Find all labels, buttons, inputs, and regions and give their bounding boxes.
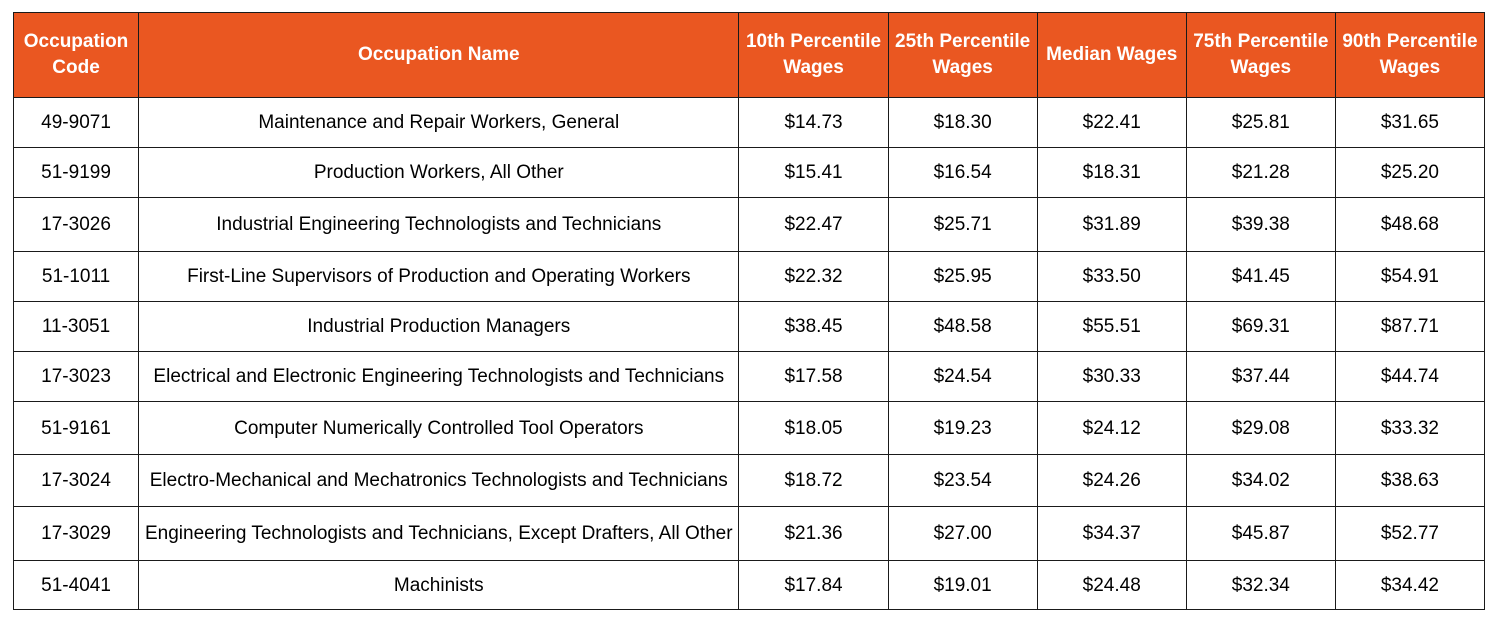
- p25-wage-cell: $19.23: [887, 401, 1038, 455]
- p10-wage-cell: $21.36: [738, 506, 889, 561]
- header-75th-percentile: 75th Percentile Wages: [1185, 12, 1336, 98]
- p90-wage-cell: $38.63: [1334, 454, 1486, 507]
- p10-wage-cell: $17.58: [738, 351, 889, 402]
- p25-wage-cell: $25.71: [887, 197, 1038, 252]
- occupation-name-cell: Electrical and Electronic Engineering Te…: [138, 351, 740, 402]
- p25-wage-cell: $25.95: [887, 251, 1038, 302]
- table-row: 51-1011 First-Line Supervisors of Product…: [12, 251, 1486, 302]
- occupation-code-cell: 51-4041: [12, 560, 140, 610]
- occupation-code-cell: 17-3024: [12, 454, 140, 507]
- p10-wage-cell: $22.47: [738, 197, 889, 252]
- table-row: 17-3023 Electrical and Electronic Enginee…: [12, 351, 1486, 402]
- median-wage-cell: $30.33: [1036, 351, 1187, 402]
- p75-wage-cell: $29.08: [1185, 401, 1336, 455]
- p25-wage-cell: $19.01: [887, 560, 1038, 610]
- p10-wage-cell: $18.72: [738, 454, 889, 507]
- median-wage-cell: $34.37: [1036, 506, 1187, 561]
- table-row: 51-4041 Machinists $17.84 $19.01 $24.48 $32.3…: [12, 560, 1486, 610]
- table-row: 17-3026 Industrial Engineering Technologi…: [12, 197, 1486, 252]
- occupation-name-cell: Machinists: [138, 560, 740, 610]
- p75-wage-cell: $37.44: [1185, 351, 1336, 402]
- median-wage-cell: $33.50: [1036, 251, 1187, 302]
- median-wage-cell: $24.48: [1036, 560, 1187, 610]
- p75-wage-cell: $45.87: [1185, 506, 1336, 561]
- header-25th-percentile: 25th Percentile Wages: [887, 12, 1038, 98]
- p75-wage-cell: $41.45: [1185, 251, 1336, 302]
- occupation-code-cell: 17-3029: [12, 506, 140, 561]
- occupation-code-cell: 49-9071: [12, 97, 140, 148]
- table-body: 49-9071 Maintenance and Repair Workers, G…: [12, 97, 1486, 610]
- p10-wage-cell: $18.05: [738, 401, 889, 455]
- occupation-name-cell: Industrial Production Managers: [138, 301, 740, 352]
- p90-wage-cell: $34.42: [1334, 560, 1486, 610]
- occupation-code-cell: 17-3023: [12, 351, 140, 402]
- occupation-name-cell: First-Line Supervisors of Production and…: [138, 251, 740, 302]
- occupation-code-cell: 51-9161: [12, 401, 140, 455]
- occupation-name-cell: Production Workers, All Other: [138, 147, 740, 198]
- header-10th-percentile: 10th Percentile Wages: [738, 12, 889, 98]
- p90-wage-cell: $33.32: [1334, 401, 1486, 455]
- p25-wage-cell: $24.54: [887, 351, 1038, 402]
- table-row: 17-3024 Electro-Mechanical and Mechatroni…: [12, 454, 1486, 507]
- p75-wage-cell: $25.81: [1185, 97, 1336, 148]
- table-row: 51-9161 Computer Numerically Controlled T…: [12, 401, 1486, 455]
- table-row: 51-9199 Production Workers, All Other $15.…: [12, 147, 1486, 198]
- median-wage-cell: $18.31: [1036, 147, 1187, 198]
- occupation-name-cell: Computer Numerically Controlled Tool Ope…: [138, 401, 740, 455]
- p75-wage-cell: $69.31: [1185, 301, 1336, 352]
- p25-wage-cell: $23.54: [887, 454, 1038, 507]
- header-90th-percentile: 90th Percentile Wages: [1334, 12, 1486, 98]
- p75-wage-cell: $21.28: [1185, 147, 1336, 198]
- p25-wage-cell: $16.54: [887, 147, 1038, 198]
- p25-wage-cell: $48.58: [887, 301, 1038, 352]
- header-occupation-name: Occupation Name: [138, 12, 740, 98]
- median-wage-cell: $24.26: [1036, 454, 1187, 507]
- p25-wage-cell: $18.30: [887, 97, 1038, 148]
- p90-wage-cell: $48.68: [1334, 197, 1486, 252]
- p90-wage-cell: $25.20: [1334, 147, 1486, 198]
- p10-wage-cell: $22.32: [738, 251, 889, 302]
- occupation-code-cell: 51-1011: [12, 251, 140, 302]
- p25-wage-cell: $27.00: [887, 506, 1038, 561]
- table-row: 11-3051 Industrial Production Managers $38…: [12, 301, 1486, 352]
- occupation-name-cell: Electro-Mechanical and Mechatronics Tech…: [138, 454, 740, 507]
- occupation-code-cell: 51-9199: [12, 147, 140, 198]
- wages-table: Occupation Code Occupation Name 10th Per…: [12, 12, 1486, 610]
- p10-wage-cell: $14.73: [738, 97, 889, 148]
- occupation-code-cell: 17-3026: [12, 197, 140, 252]
- p10-wage-cell: $15.41: [738, 147, 889, 198]
- p90-wage-cell: $31.65: [1334, 97, 1486, 148]
- p90-wage-cell: $87.71: [1334, 301, 1486, 352]
- occupation-name-cell: Industrial Engineering Technologists and…: [138, 197, 740, 252]
- median-wage-cell: $31.89: [1036, 197, 1187, 252]
- occupation-name-cell: Maintenance and Repair Workers, General: [138, 97, 740, 148]
- table-row: 17-3029 Engineering Technologists and Tec…: [12, 506, 1486, 561]
- p90-wage-cell: $44.74: [1334, 351, 1486, 402]
- p75-wage-cell: $39.38: [1185, 197, 1336, 252]
- p75-wage-cell: $34.02: [1185, 454, 1336, 507]
- p10-wage-cell: $38.45: [738, 301, 889, 352]
- occupation-name-cell: Engineering Technologists and Technician…: [138, 506, 740, 561]
- p75-wage-cell: $32.34: [1185, 560, 1336, 610]
- table-row: 49-9071 Maintenance and Repair Workers, G…: [12, 97, 1486, 148]
- p90-wage-cell: $54.91: [1334, 251, 1486, 302]
- p90-wage-cell: $52.77: [1334, 506, 1486, 561]
- median-wage-cell: $24.12: [1036, 401, 1187, 455]
- header-occupation-code: Occupation Code: [12, 12, 140, 98]
- median-wage-cell: $22.41: [1036, 97, 1187, 148]
- header-row: Occupation Code Occupation Name 10th Per…: [12, 12, 1486, 98]
- occupation-code-cell: 11-3051: [12, 301, 140, 352]
- p10-wage-cell: $17.84: [738, 560, 889, 610]
- header-median: Median Wages: [1036, 12, 1187, 98]
- median-wage-cell: $55.51: [1036, 301, 1187, 352]
- table-header: Occupation Code Occupation Name 10th Per…: [12, 12, 1486, 98]
